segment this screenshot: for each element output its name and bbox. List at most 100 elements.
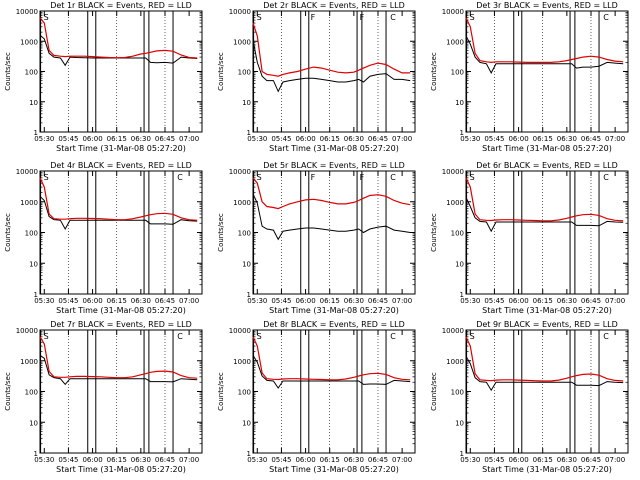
interval-marker: S (257, 332, 262, 341)
series-lld-line (39, 17, 198, 59)
x-tick-label: 06:30 (344, 297, 364, 305)
series-events-line (39, 354, 198, 386)
series-lld-line (39, 336, 198, 379)
y-tick-label: 1000 (20, 199, 38, 207)
y-tick-label: 10 (29, 260, 38, 268)
panel-title: Det 2r BLACK = Events, RED = LLD (263, 1, 405, 10)
interval-marker: C (390, 173, 396, 182)
x-tick-label: 06:00 (508, 135, 528, 143)
panel-title: Det 5r BLACK = Events, RED = LLD (263, 161, 405, 170)
x-axis-label: Start Time (31-Mar-08 05:27:20) (269, 465, 399, 474)
plot-frame (465, 170, 629, 295)
panel-det-3: Det 3r BLACK = Events, RED = LLD 1 10 100 10… (430, 1, 629, 153)
y-tick-label: 1 (460, 129, 464, 137)
x-tick-label: 05:30 (34, 297, 54, 305)
x-tick-label: 07:00 (605, 456, 625, 464)
y-tick-label: 10 (455, 419, 464, 427)
panel-det-4: Det 4r BLACK = Events, RED = LLD 1 10 100 10… (4, 161, 203, 315)
y-tick-label: 10 (242, 419, 251, 427)
x-tick-label: 05:45 (58, 456, 78, 464)
interval-marker: S (44, 173, 49, 182)
x-tick-label: 05:45 (484, 135, 504, 143)
interval-marker: C (390, 332, 396, 341)
y-axis-label: Counts/sec (430, 213, 438, 252)
series-lld-line (465, 17, 624, 64)
x-axis-label: Start Time (31-Mar-08 05:27:20) (269, 306, 399, 315)
x-tick-label: 06:45 (155, 297, 175, 305)
series-lld-line (465, 336, 624, 382)
x-tick-label: 06:15 (107, 456, 127, 464)
series-lld-line (252, 22, 411, 77)
plot-frame (39, 329, 203, 454)
x-tick-label: 05:45 (58, 135, 78, 143)
panel-det-5: Det 5r BLACK = Events, RED = LLD 1 10 100 10… (217, 161, 416, 315)
y-axis-label: Counts/sec (430, 52, 438, 91)
panel-title: Det 8r BLACK = Events, RED = LLD (263, 320, 405, 329)
panel-title: Det 4r BLACK = Events, RED = LLD (50, 161, 192, 170)
y-tick-label: 10000 (16, 327, 38, 335)
y-tick-label: 10 (455, 260, 464, 268)
series-events-line (39, 34, 198, 67)
y-tick-label: 100 (238, 69, 251, 77)
y-tick-label: 1 (247, 291, 251, 299)
x-tick-label: 06:15 (320, 297, 340, 305)
x-tick-label: 06:45 (368, 297, 388, 305)
y-tick-label: 1 (460, 291, 464, 299)
x-tick-label: 05:30 (460, 456, 480, 464)
x-tick-label: 06:00 (295, 135, 315, 143)
x-tick-label: 05:30 (247, 297, 267, 305)
y-tick-label: 10 (29, 99, 38, 107)
x-tick-label: 06:15 (533, 135, 553, 143)
y-tick-label: 1000 (446, 38, 464, 46)
y-tick-label: 100 (25, 389, 38, 397)
panel-det-6: Det 6r BLACK = Events, RED = LLD 1 10 100 10… (430, 161, 629, 315)
x-tick-label: 05:30 (34, 135, 54, 143)
x-tick-label: 06:45 (368, 456, 388, 464)
series-events-line (465, 356, 624, 392)
x-tick-label: 05:30 (34, 456, 54, 464)
x-tick-label: 05:45 (484, 456, 504, 464)
interval-marker: S (470, 13, 475, 22)
x-tick-label: 06:00 (508, 456, 528, 464)
interval-marker: F (360, 173, 365, 182)
x-tick-label: 05:30 (247, 456, 267, 464)
x-tick-label: 06:45 (368, 135, 388, 143)
y-tick-label: 100 (238, 230, 251, 238)
y-tick-label: 10000 (229, 327, 251, 335)
x-tick-label: 07:00 (392, 135, 412, 143)
x-tick-label: 06:45 (155, 135, 175, 143)
y-tick-label: 100 (451, 69, 464, 77)
x-tick-label: 06:30 (131, 297, 151, 305)
interval-marker: S (44, 13, 49, 22)
panel-title: Det 9r BLACK = Events, RED = LLD (476, 320, 618, 329)
x-tick-label: 05:45 (271, 297, 291, 305)
series-events-line (252, 355, 411, 389)
x-tick-label: 06:30 (557, 456, 577, 464)
x-tick-label: 06:30 (557, 135, 577, 143)
y-tick-label: 10000 (442, 168, 464, 176)
x-tick-label: 06:30 (344, 456, 364, 464)
y-tick-label: 1000 (446, 358, 464, 366)
interval-marker: C (603, 173, 609, 182)
x-axis-label: Start Time (31-Mar-08 05:27:20) (482, 306, 612, 315)
y-tick-label: 1000 (233, 38, 251, 46)
y-tick-label: 10 (242, 260, 251, 268)
y-tick-label: 100 (25, 230, 38, 238)
x-axis-label: Start Time (31-Mar-08 05:27:20) (269, 144, 399, 153)
series-lld-line (252, 336, 411, 381)
y-tick-label: 100 (238, 389, 251, 397)
x-tick-label: 07:00 (605, 135, 625, 143)
y-tick-label: 10 (242, 99, 251, 107)
x-tick-label: 05:45 (271, 135, 291, 143)
series-events-line (465, 197, 624, 233)
y-tick-label: 1 (460, 450, 464, 458)
x-tick-label: 06:00 (295, 456, 315, 464)
series-lld-line (252, 177, 411, 210)
plot-frame (252, 170, 416, 295)
y-tick-label: 1000 (20, 358, 38, 366)
x-tick-label: 06:30 (131, 135, 151, 143)
x-tick-label: 06:00 (295, 297, 315, 305)
y-tick-label: 10000 (229, 8, 251, 16)
x-tick-label: 05:30 (247, 135, 267, 143)
x-tick-label: 06:00 (82, 135, 102, 143)
